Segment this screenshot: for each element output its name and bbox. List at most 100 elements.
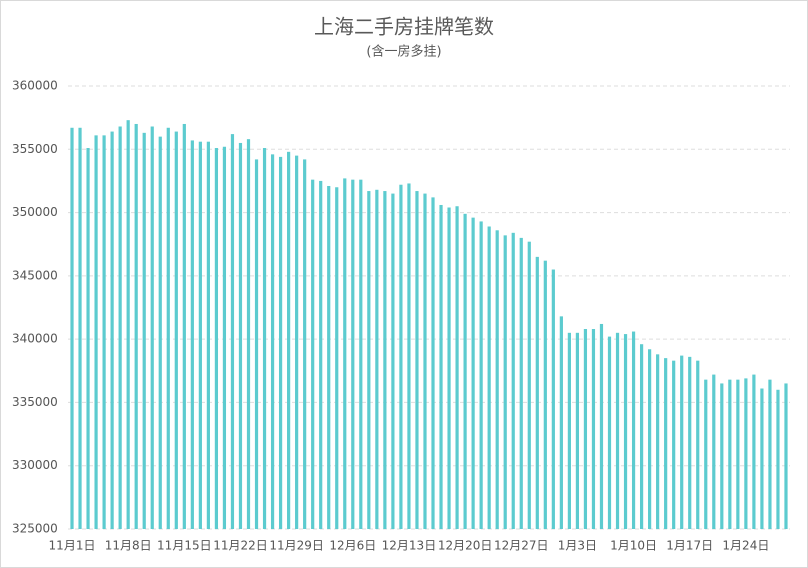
bar xyxy=(367,191,371,529)
bar xyxy=(295,155,299,529)
bar xyxy=(278,156,283,529)
bar xyxy=(487,226,491,529)
bar xyxy=(559,316,563,529)
bar xyxy=(254,159,259,529)
x-tick-label: 11月8日 xyxy=(105,539,152,553)
bar xyxy=(94,135,98,529)
bar xyxy=(551,269,555,529)
bar xyxy=(118,126,122,529)
bar xyxy=(744,378,748,529)
bar xyxy=(776,389,780,529)
y-tick-label: 335000 xyxy=(12,395,58,409)
bar xyxy=(206,141,210,530)
bar xyxy=(519,237,523,529)
bar xyxy=(639,344,644,529)
bar xyxy=(648,349,652,529)
bar xyxy=(736,379,740,529)
bar xyxy=(688,356,692,529)
bar xyxy=(511,232,515,529)
y-tick-label: 360000 xyxy=(12,79,58,93)
x-tick-label: 12月6日 xyxy=(329,539,376,553)
bar xyxy=(190,140,194,529)
y-tick-label: 330000 xyxy=(12,458,58,472)
bar xyxy=(230,134,235,529)
bar xyxy=(359,179,363,530)
bar xyxy=(383,191,387,529)
bar xyxy=(391,193,395,530)
chart-subtitle: (含一房多挂) xyxy=(366,44,441,60)
bar xyxy=(222,146,227,530)
bar xyxy=(720,383,724,529)
bar xyxy=(784,383,788,529)
bar xyxy=(631,331,636,529)
x-tick-label: 12月27日 xyxy=(494,539,549,553)
bar xyxy=(439,204,443,529)
bar xyxy=(696,360,700,529)
bar xyxy=(407,183,411,529)
bar xyxy=(270,154,275,529)
x-tick-label: 11月15日 xyxy=(157,539,212,553)
bar xyxy=(198,141,202,530)
x-tick-label: 11月29日 xyxy=(269,539,324,553)
bar xyxy=(495,230,499,529)
bar xyxy=(303,159,307,529)
bar xyxy=(343,178,347,529)
bar xyxy=(423,193,427,530)
bar xyxy=(728,379,732,529)
bar xyxy=(262,148,267,529)
bar xyxy=(672,360,676,529)
bar xyxy=(415,191,419,529)
bar xyxy=(615,332,620,529)
x-tick-label: 11月22日 xyxy=(213,539,268,553)
x-tick-label: 1月17日 xyxy=(666,539,713,553)
bar xyxy=(399,184,403,529)
bar xyxy=(110,131,114,529)
bar xyxy=(535,256,539,529)
bar xyxy=(335,187,339,529)
chart-title: 上海二手房挂牌笔数 xyxy=(314,15,494,39)
bar xyxy=(712,374,716,529)
bar xyxy=(431,197,435,529)
bar xyxy=(126,120,130,529)
bar xyxy=(287,151,291,529)
y-tick-label: 350000 xyxy=(12,205,58,219)
x-tick-label: 12月20日 xyxy=(438,539,493,553)
y-tick-label: 325000 xyxy=(12,522,58,536)
bar xyxy=(311,179,315,530)
bar xyxy=(752,374,756,529)
x-tick-label: 11月1日 xyxy=(49,539,96,553)
bar xyxy=(142,132,146,529)
bar xyxy=(471,217,475,530)
bar xyxy=(575,332,580,529)
bar xyxy=(591,329,596,529)
bar xyxy=(166,127,170,530)
bar xyxy=(463,213,467,529)
bar xyxy=(214,148,219,529)
bar xyxy=(78,127,82,530)
bar xyxy=(664,358,668,529)
x-tick-label: 1月10日 xyxy=(610,539,657,553)
x-tick-label: 1月24日 xyxy=(722,539,769,553)
bar xyxy=(455,206,459,529)
bar xyxy=(607,336,612,529)
y-tick-label: 340000 xyxy=(12,332,58,346)
x-tick-label: 12月13日 xyxy=(382,539,437,553)
x-tick-label: 1月3日 xyxy=(558,539,597,553)
bar xyxy=(623,334,628,529)
bar xyxy=(319,180,323,529)
bar xyxy=(158,136,162,529)
bar xyxy=(447,207,451,529)
bar xyxy=(543,260,547,529)
bar xyxy=(567,332,571,529)
bar xyxy=(182,123,186,529)
bar xyxy=(70,127,74,530)
bar xyxy=(327,185,331,529)
bar xyxy=(102,135,106,529)
bar xyxy=(479,221,483,529)
bar xyxy=(150,126,154,529)
bar xyxy=(760,388,764,529)
bar xyxy=(583,329,588,529)
bar xyxy=(768,379,772,529)
bar xyxy=(375,189,379,529)
bar xyxy=(680,355,684,529)
